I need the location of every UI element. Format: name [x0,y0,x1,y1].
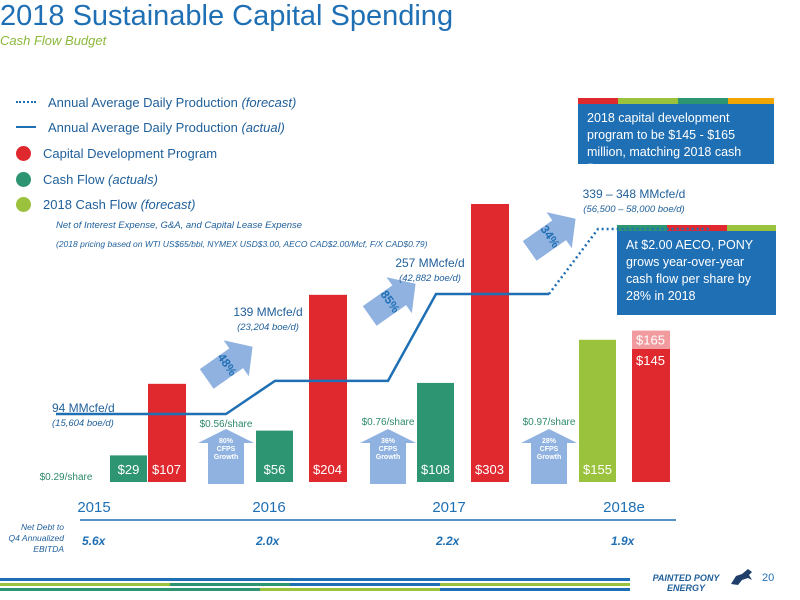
legend-label: Cash Flow [43,171,105,187]
cfps-growth-label: CFPS [379,446,398,453]
production-actual-line [56,292,549,416]
callout-stripe [727,225,776,231]
legend-note-pricing: (2018 pricing based on WTI US$65/bbl, NY… [56,239,428,249]
production-forecast-line [548,227,710,295]
cfps-growth-label: Growth [376,454,401,461]
cfps-growth-up-arrow-icon [521,429,577,484]
capital-bar-2017 [471,204,509,482]
cash-flow-bar-label: $29 [118,462,140,477]
category-label-2016: 2016 [252,499,285,516]
cash-flow-bar-label: $108 [421,462,450,477]
capital-bar-2015 [148,383,186,482]
cfps-growth-label: 36% [381,438,396,445]
legend-note-net-of: Net of Interest Expense, G&A, and Capita… [56,220,303,231]
page-number: 20 [762,572,775,584]
category-label-2017: 2017 [432,499,465,516]
legend-label: Capital Development Program [43,145,218,161]
production-boe-label: (23,204 boe/d) [237,322,299,333]
legend-label-qualifier: (actuals) [108,171,158,187]
footer-stripes [0,578,630,591]
cfps-growth-label: 80% [219,438,234,445]
cfps-growth-label: Growth [214,454,239,461]
red-dot-swatch [16,145,31,161]
legend-item-cash-flow-actuals: Cash Flow (actuals) [16,169,158,189]
production-boe-label: (56,500 – 58,000 boe/d) [583,204,684,215]
net-debt-value-2018e: 1.9x [611,534,635,548]
cash-flow-bar-2017 [417,382,454,482]
production-growth-arrow-shape [199,340,253,389]
production-value-label: 139 MMcfe/d [233,305,302,319]
company-logo: PAINTED PONY ENERGY [652,573,720,593]
legend-label: 2018 Cash Flow [43,196,137,212]
net-debt-value-2015: 5.6x [82,534,106,548]
cfps-growth-label: 28% [542,438,557,445]
production-growth-arrow-shape [362,277,416,326]
production-growth-arrow-icon: 34% [522,212,576,261]
capital-bar-label: $145 [636,353,665,368]
dotted-line-swatch [16,101,36,103]
capital-bar-label: $303 [475,462,504,477]
legend-label-qualifier: (forecast) [241,94,297,110]
cfps-growth-label: CFPS [540,446,559,453]
green-dot-swatch [16,171,31,187]
legend-label: Annual Average Daily Production [48,119,238,135]
cash-flow-per-share-label: $0.56/share [200,419,253,430]
callout-stripe [618,98,678,104]
capital-range-bar-2018e [632,330,670,349]
callout-capital-program: 2018 capital development program to be $… [578,98,774,176]
cash-flow-bar-label: $155 [583,462,612,477]
net-debt-label: Net Debt to Q4 Annualized EBITDA [8,522,64,554]
production-value-label: 94 MMcfe/d [52,401,115,415]
legend-item-cash-flow-forecast: 2018 Cash Flow (forecast) [16,194,195,214]
cash-flow-per-share-label: $0.29/share [40,472,93,483]
production-boe-label: (15,604 boe/d) [52,418,114,429]
solid-line-swatch [16,125,36,129]
legend-label-qualifier: (forecast) [140,196,196,212]
cfps-growth-label: Growth [537,454,562,461]
cash-flow-per-share-label: $0.76/share [362,417,415,428]
cfps-growth-up-arrow-icon [198,429,254,484]
category-label-2018e: 2018e [603,499,645,516]
capital-bar-label: $107 [152,462,181,477]
callout-stripe [678,98,728,104]
category-label-2015: 2015 [77,499,110,516]
lime-dot-swatch [16,196,31,212]
cash-flow-bar-2018e [579,339,616,482]
legend-item-capital-program: Capital Development Program [16,143,217,163]
production-value-label: 339 – 348 MMcfe/d [583,187,686,201]
production-growth-arrow-icon: 48% [199,340,253,389]
cash-flow-bar-2016 [256,430,293,482]
capital-bar-2016 [309,294,347,482]
page-subtitle: Cash Flow Budget [0,33,107,48]
cfps-growth-up-arrow-icon [360,429,416,484]
capital-range-label: $165 [636,333,665,348]
capital-bar-2018e [632,348,670,482]
production-growth-arrow-icon: 85% [362,277,416,326]
production-boe-label: (42,882 boe/d) [399,273,461,284]
horse-logo-icon [731,569,752,585]
legend-item-production-forecast: Annual Average Daily Production (forecas… [16,92,296,112]
cfps-growth-label: CFPS [217,446,236,453]
net-debt-value-2017: 2.2x [436,534,460,548]
legend-item-production-actual: Annual Average Daily Production (actual) [16,117,285,137]
page-title: 2018 Sustainable Capital Spending [0,0,454,32]
production-growth-arrow-shape [522,212,576,261]
cash-flow-per-share-label: $0.97/share [523,417,576,428]
cash-flow-bar-2015 [110,455,147,482]
callout-stripe [578,98,618,104]
callout-text: 2018 capital development program to be $… [587,111,742,176]
callout-stripe [728,98,774,104]
net-debt-value-2016: 2.0x [256,534,280,548]
callout-cash-flow-growth: At $2.00 AECO, PONY grows year-over-year… [617,225,776,315]
production-value-label: 257 MMcfe/d [395,256,464,270]
capital-bar-label: $204 [313,462,342,477]
legend-label-qualifier: (actual) [241,119,285,135]
legend-label: Annual Average Daily Production [48,94,238,110]
cash-flow-bar-label: $56 [264,462,286,477]
callout-text: At $2.00 AECO, PONY grows year-over-year… [626,238,753,303]
